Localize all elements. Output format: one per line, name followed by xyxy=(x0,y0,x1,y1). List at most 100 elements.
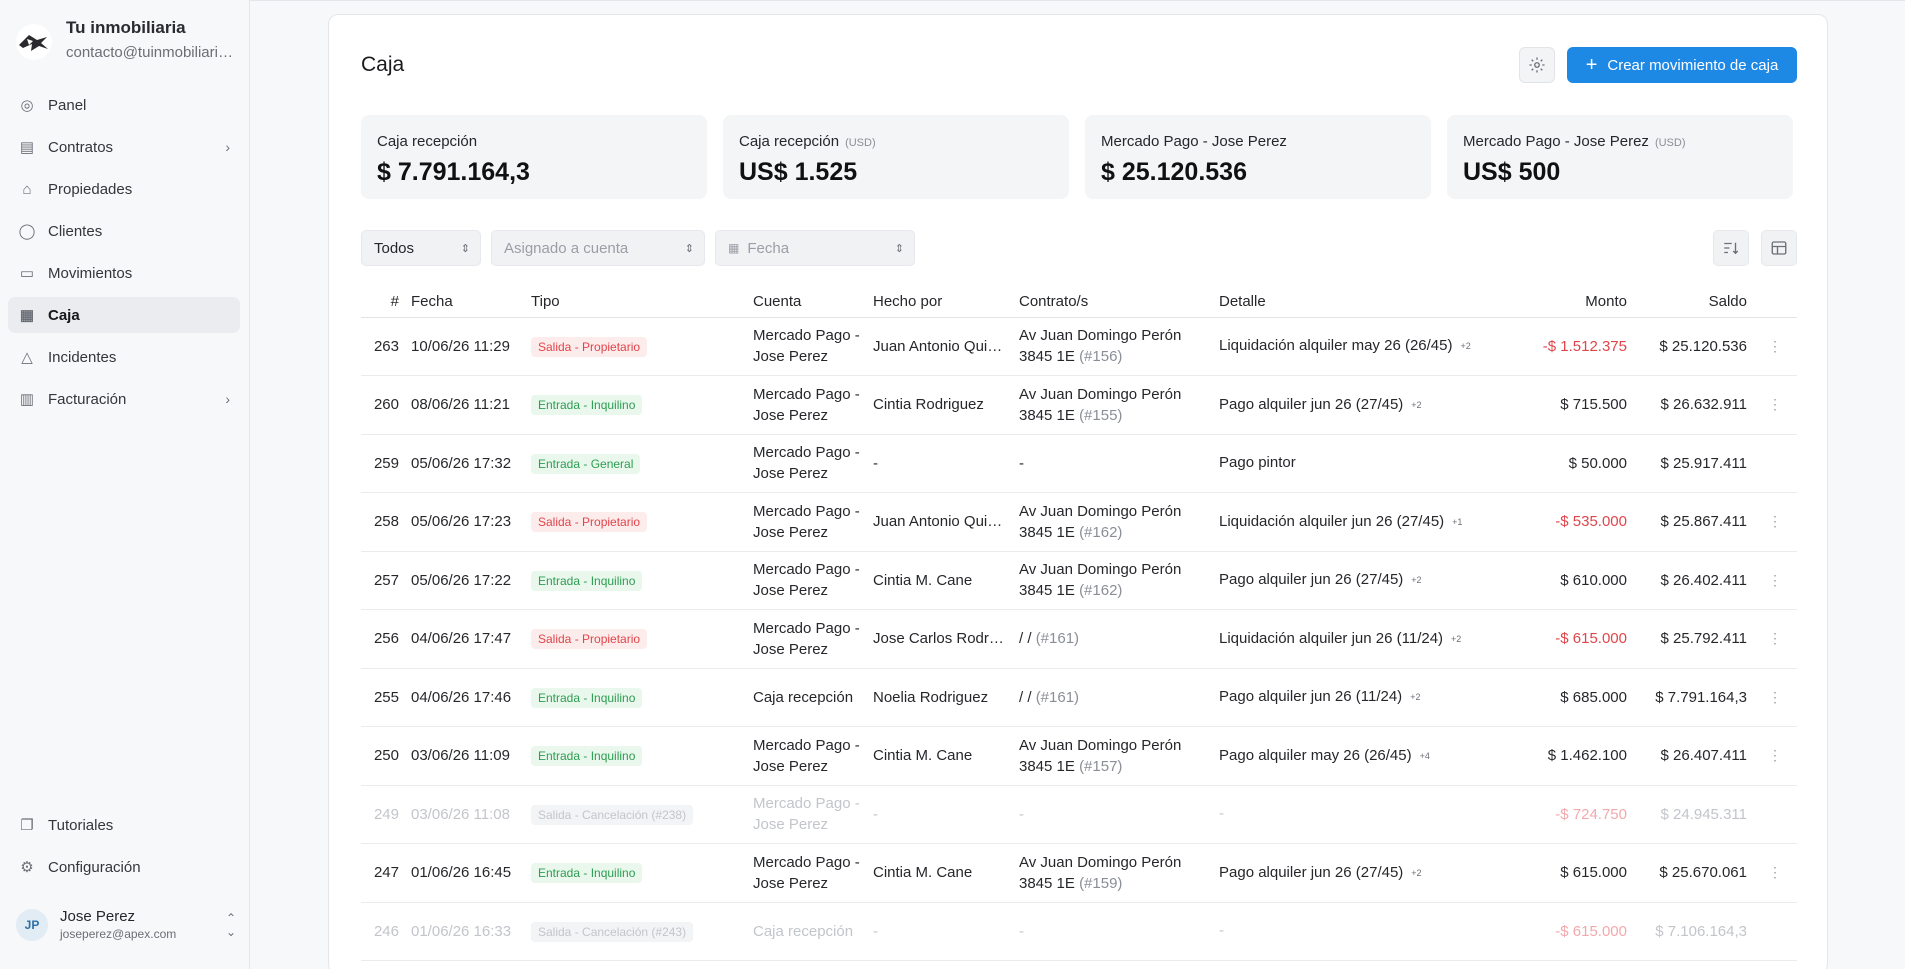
type-badge: Entrada - Inquilino xyxy=(531,746,643,767)
chevron-up-down-icon: ⇕ xyxy=(460,242,470,255)
cell-contract[interactable]: / / (#161) xyxy=(1013,668,1213,727)
detail-more-count[interactable]: +2 xyxy=(1411,575,1422,586)
more-vertical-icon[interactable]: ⋮ xyxy=(1768,396,1782,413)
table-row[interactable]: 259 05/06/26 17:32 Entrada - General Mer… xyxy=(361,434,1797,493)
col-made-by[interactable]: Hecho por xyxy=(867,287,1013,318)
cell-contract[interactable]: Av Juan Domingo Perón 3845 1E (#162) xyxy=(1013,492,1213,552)
row-menu-cell[interactable]: ⋮ xyxy=(1753,843,1797,903)
card-balance: US$ 500 xyxy=(1463,158,1561,186)
table-row[interactable]: 247 01/06/26 16:45 Entrada - Inquilino M… xyxy=(361,843,1797,903)
detail-more-count[interactable]: +1 xyxy=(1452,516,1463,527)
table-row[interactable]: 250 03/06/26 11:09 Entrada - Inquilino M… xyxy=(361,726,1797,786)
more-vertical-icon[interactable]: ⋮ xyxy=(1768,688,1782,705)
col-amount[interactable]: Monto xyxy=(1513,287,1633,318)
user-name: Jose Perez xyxy=(60,908,136,925)
table-row[interactable]: 260 08/06/26 11:21 Entrada - Inquilino M… xyxy=(361,375,1797,435)
card-balance: US$ 1.525 xyxy=(739,158,858,186)
cell-balance: $ 7.106.164,3 xyxy=(1633,902,1753,961)
detail-more-count[interactable]: +2 xyxy=(1411,399,1422,410)
settings-button[interactable] xyxy=(1519,47,1555,83)
cell-contract[interactable]: Av Juan Domingo Perón 3845 1E (#159) xyxy=(1013,843,1213,903)
cell-balance: $ 25.792.411 xyxy=(1633,609,1753,669)
chevron-right-icon: › xyxy=(225,139,230,155)
sort-button[interactable] xyxy=(1713,230,1749,266)
detail-more-count[interactable]: +2 xyxy=(1410,692,1421,703)
type-filter-select[interactable]: Todos ⇕ xyxy=(361,230,481,266)
cell-contract[interactable]: - xyxy=(1013,785,1213,844)
user-menu[interactable]: JP Jose Perez joseperez@apex.com ⌃ ⌄ xyxy=(16,908,236,941)
sidebar-item-incidentes[interactable]: △ Incidentes xyxy=(8,339,240,375)
detail-more-count[interactable]: +2 xyxy=(1411,867,1422,878)
sidebar-item-contratos[interactable]: ▤ Contratos › xyxy=(8,129,240,165)
create-movement-button[interactable]: + Crear movimiento de caja xyxy=(1567,47,1797,83)
more-vertical-icon[interactable]: ⋮ xyxy=(1768,337,1782,354)
col-detail[interactable]: Detalle xyxy=(1213,287,1513,318)
more-vertical-icon[interactable]: ⋮ xyxy=(1768,513,1782,530)
brand[interactable]: Tu inmobiliaria contacto@tuinmobiliaria.… xyxy=(16,18,236,61)
chevron-up-down-icon: ⇕ xyxy=(894,242,904,255)
row-menu-cell[interactable]: ⋮ xyxy=(1753,668,1797,727)
cell-number: 250 xyxy=(361,726,405,786)
cell-account: Mercado Pago - Jose Perez xyxy=(747,726,867,786)
detail-text: Liquidación alquiler may 26 (26/45) xyxy=(1219,337,1453,355)
sidebar-item-movimientos[interactable]: ▭ Movimientos xyxy=(8,255,240,291)
col-date[interactable]: Fecha xyxy=(405,287,525,318)
user-icon: ◯ xyxy=(18,223,36,240)
sidebar-item-propiedades[interactable]: ⌂ Propiedades xyxy=(8,171,240,207)
sidebar-item-configuracion[interactable]: ⚙ Configuración xyxy=(8,849,240,885)
cell-date: 10/06/26 11:29 xyxy=(405,317,525,376)
row-menu-cell[interactable]: ⋮ xyxy=(1753,551,1797,610)
cell-balance: $ 26.407.411 xyxy=(1633,726,1753,786)
table-row[interactable]: 255 04/06/26 17:46 Entrada - Inquilino C… xyxy=(361,668,1797,727)
row-menu-cell[interactable]: ⋮ xyxy=(1753,492,1797,552)
cell-contract[interactable]: Av Juan Domingo Perón 3845 1E (#162) xyxy=(1013,551,1213,610)
sidebar-item-panel[interactable]: ◎ Panel xyxy=(8,87,240,123)
cell-contract[interactable]: Av Juan Domingo Perón 3845 1E (#157) xyxy=(1013,726,1213,786)
type-badge: Entrada - Inquilino xyxy=(531,395,643,416)
row-menu-cell[interactable]: ⋮ xyxy=(1753,317,1797,376)
col-contracts[interactable]: Contrato/s xyxy=(1013,287,1213,318)
more-vertical-icon[interactable]: ⋮ xyxy=(1768,571,1782,588)
row-menu-cell[interactable]: ⋮ xyxy=(1753,609,1797,669)
detail-more-count[interactable]: +2 xyxy=(1451,633,1462,644)
sidebar-item-clientes[interactable]: ◯ Clientes xyxy=(8,213,240,249)
row-menu-cell[interactable]: ⋮ xyxy=(1753,726,1797,786)
col-account[interactable]: Cuenta xyxy=(747,287,867,318)
col-balance[interactable]: Saldo xyxy=(1633,287,1753,318)
table-row[interactable]: 257 05/06/26 17:22 Entrada - Inquilino M… xyxy=(361,551,1797,610)
more-vertical-icon[interactable]: ⋮ xyxy=(1768,747,1782,764)
cell-contract[interactable]: - xyxy=(1013,434,1213,493)
table-row[interactable]: 256 04/06/26 17:47 Salida - Propietario … xyxy=(361,609,1797,669)
plus-icon: + xyxy=(1585,54,1598,76)
card-balance: $ 25.120.536 xyxy=(1101,158,1247,186)
detail-text: Pago alquiler jun 26 (27/45) xyxy=(1219,863,1404,881)
cell-contract[interactable]: Av Juan Domingo Perón 3845 1E (#156) xyxy=(1013,317,1213,376)
sidebar-item-facturacion[interactable]: ▥ Facturación › xyxy=(8,381,240,417)
col-type[interactable]: Tipo xyxy=(525,287,747,318)
cell-contract[interactable]: - xyxy=(1013,902,1213,961)
table-row[interactable]: 263 10/06/26 11:29 Salida - Propietario … xyxy=(361,317,1797,376)
col-number[interactable]: # xyxy=(361,287,405,318)
more-vertical-icon[interactable]: ⋮ xyxy=(1768,630,1782,647)
table-row[interactable]: 258 05/06/26 17:23 Salida - Propietario … xyxy=(361,492,1797,552)
detail-more-count[interactable]: +4 xyxy=(1419,750,1430,761)
columns-button[interactable] xyxy=(1761,230,1797,266)
sidebar-item-caja[interactable]: ▦ Caja xyxy=(8,297,240,333)
table-row[interactable]: 246 01/06/26 16:33 Salida - Cancelación … xyxy=(361,902,1797,961)
chevron-up-down-icon: ⇕ xyxy=(684,242,694,255)
cell-date: 05/06/26 17:23 xyxy=(405,492,525,552)
cell-number: 247 xyxy=(361,843,405,903)
account-filter-select[interactable]: Asignado a cuenta ⇕ xyxy=(491,230,705,266)
row-menu-cell[interactable]: ⋮ xyxy=(1753,375,1797,435)
cell-date: 05/06/26 17:32 xyxy=(405,434,525,493)
date-filter-select[interactable]: ▦ Fecha ⇕ xyxy=(715,230,915,266)
cell-made-by: Juan Antonio Quintero xyxy=(867,492,1013,552)
wallet-icon: ▭ xyxy=(19,265,35,282)
sidebar-item-tutoriales[interactable]: ❐ Tutoriales xyxy=(8,807,240,843)
cell-contract[interactable]: Av Juan Domingo Perón 3845 1E (#155) xyxy=(1013,375,1213,435)
cell-contract[interactable]: / / (#161) xyxy=(1013,609,1213,669)
detail-more-count[interactable]: +2 xyxy=(1460,341,1471,352)
table-row[interactable]: 249 03/06/26 11:08 Salida - Cancelación … xyxy=(361,785,1797,844)
cell-account: Mercado Pago - Jose Perez xyxy=(747,492,867,552)
more-vertical-icon[interactable]: ⋮ xyxy=(1768,864,1782,881)
